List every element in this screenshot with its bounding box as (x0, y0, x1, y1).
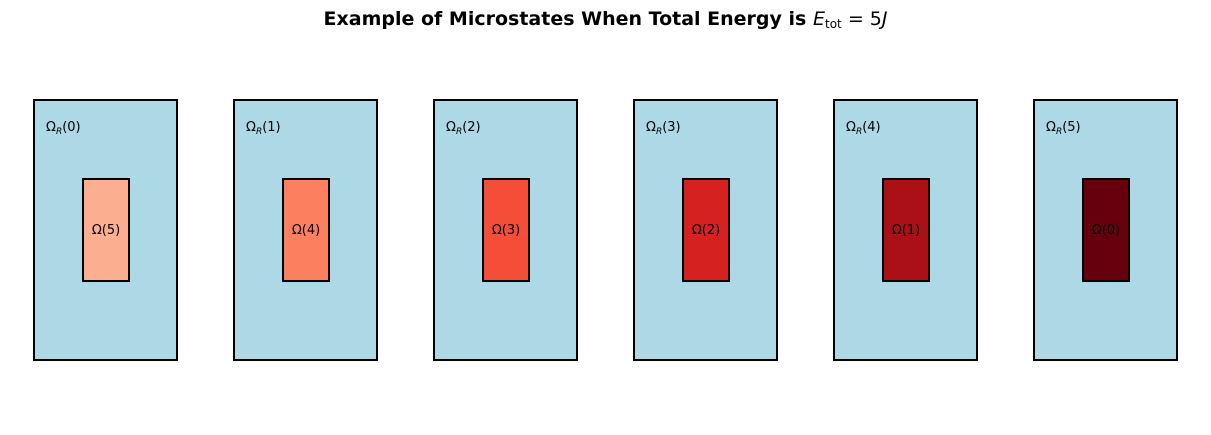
reservoir-arg: (2) (462, 120, 481, 135)
system-box: Ω(3) (482, 178, 530, 282)
reservoir-panel-1: ΩR(1) Ω(4) (233, 99, 378, 361)
reservoir-symbol: Ω (846, 120, 856, 135)
reservoir-subscript: R (855, 127, 863, 137)
energy-expression: Etot = 5J (812, 8, 888, 31)
reservoir-symbol: Ω (246, 120, 256, 135)
reservoir-arg: (1) (262, 120, 281, 135)
system-box: Ω(2) (682, 178, 730, 282)
title-text: Example of Microstates When Total Energy… (323, 8, 807, 30)
reservoir-arg: (4) (862, 120, 881, 135)
reservoir-symbol: Ω (1046, 120, 1056, 135)
reservoir-panel-0: ΩR(0) Ω(5) (33, 99, 178, 361)
reservoir-arg: (3) (662, 120, 681, 135)
reservoir-label: ΩR(0) (46, 120, 81, 137)
reservoir-label: ΩR(3) (646, 120, 681, 137)
energy-value: = 5 (847, 8, 882, 30)
reservoir-subscript: R (455, 127, 463, 137)
energy-unit: J (881, 8, 888, 30)
system-label: Ω(1) (891, 222, 921, 238)
reservoir-label: ΩR(4) (846, 120, 881, 137)
reservoir-label: ΩR(5) (1046, 120, 1081, 137)
energy-subscript: tot (825, 17, 842, 31)
reservoir-symbol: Ω (446, 120, 456, 135)
system-label: Ω(2) (691, 222, 721, 238)
system-box: Ω(0) (1082, 178, 1130, 282)
reservoir-label: ΩR(2) (446, 120, 481, 137)
reservoir-subscript: R (55, 127, 63, 137)
system-box: Ω(1) (882, 178, 930, 282)
reservoir-panel-2: ΩR(2) Ω(3) (433, 99, 578, 361)
system-label: Ω(4) (291, 222, 321, 238)
chart-title: Example of Microstates When Total Energy… (0, 8, 1211, 31)
reservoir-symbol: Ω (46, 120, 56, 135)
system-label: Ω(5) (91, 222, 121, 238)
reservoir-subscript: R (655, 127, 663, 137)
reservoir-panel-4: ΩR(4) Ω(1) (833, 99, 978, 361)
system-box: Ω(4) (282, 178, 330, 282)
system-label: Ω(3) (491, 222, 521, 238)
reservoir-subscript: R (255, 127, 263, 137)
system-box: Ω(5) (82, 178, 130, 282)
reservoir-subscript: R (1055, 127, 1063, 137)
reservoir-arg: (0) (62, 120, 81, 135)
reservoir-label: ΩR(1) (246, 120, 281, 137)
system-label: Ω(0) (1091, 222, 1121, 238)
reservoir-panel-5: ΩR(5) Ω(0) (1033, 99, 1178, 361)
reservoir-symbol: Ω (646, 120, 656, 135)
reservoir-panel-3: ΩR(3) Ω(2) (633, 99, 778, 361)
reservoir-arg: (5) (1062, 120, 1081, 135)
energy-symbol: E (812, 8, 825, 30)
